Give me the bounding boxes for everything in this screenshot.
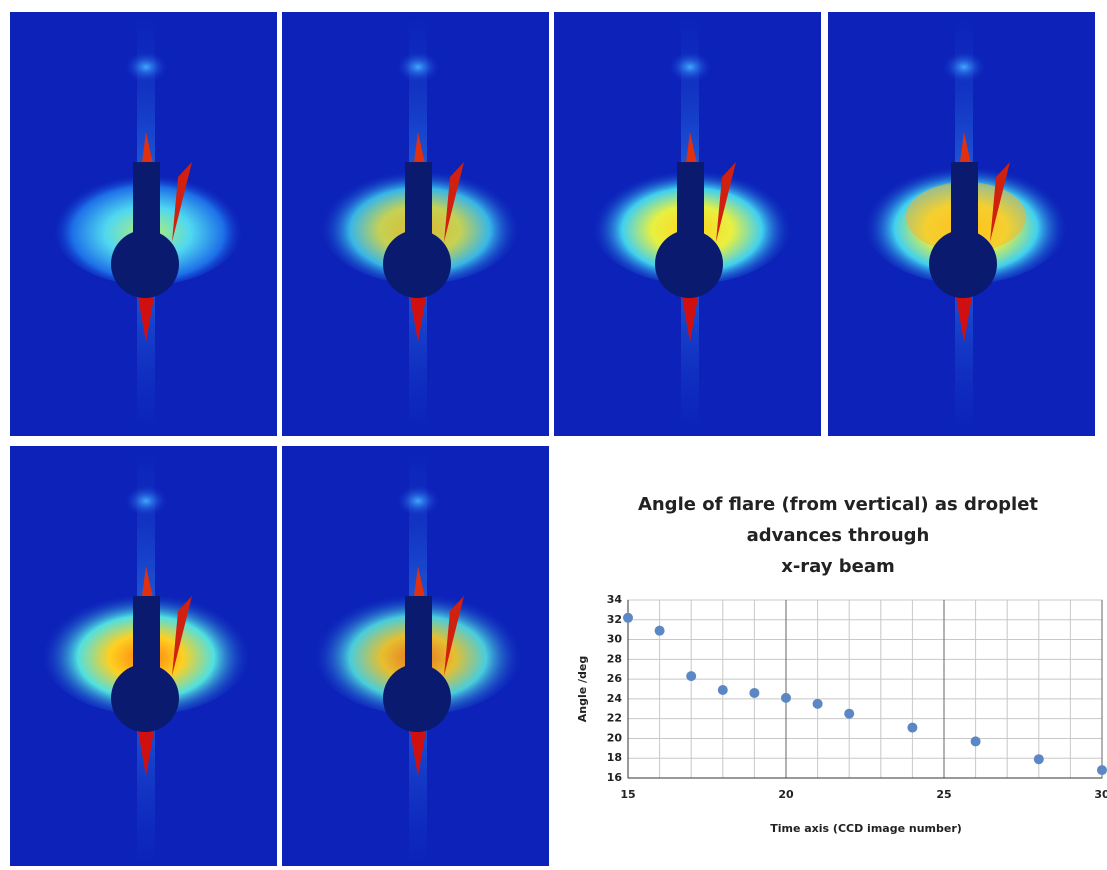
y-axis-label: Angle /deg: [576, 656, 589, 723]
point: [686, 671, 697, 682]
x-tick-label: 15: [620, 788, 635, 801]
diffraction-image: [282, 12, 549, 436]
y-tick-label: 18: [607, 751, 622, 764]
x-tick-label: 25: [936, 788, 951, 801]
point: [654, 625, 665, 636]
diffraction-image: [554, 12, 821, 436]
x-axis-label: Time axis (CCD image number): [770, 822, 962, 835]
y-tick-label: 30: [607, 633, 623, 646]
y-tick-label: 34: [607, 593, 623, 606]
chart-title: Angle of flare (from vertical) as drople…: [638, 494, 1038, 515]
chart-title: advances through: [747, 525, 930, 546]
point: [1033, 754, 1044, 765]
point: [781, 692, 791, 703]
diffraction-image: [828, 12, 1095, 436]
plot-background: [627, 599, 1103, 779]
x-tick-label: 20: [778, 788, 794, 801]
point: [1097, 765, 1107, 776]
diffraction-image: [282, 446, 549, 870]
point: [717, 684, 728, 695]
diffraction-image: [10, 446, 277, 870]
point: [623, 612, 633, 623]
point: [844, 708, 855, 719]
point: [812, 698, 823, 709]
x-tick-label: 30: [1094, 788, 1107, 801]
y-tick-label: 28: [607, 652, 622, 665]
chart-title: x-ray beam: [781, 556, 895, 577]
point: [970, 736, 981, 747]
diffraction-image: [10, 12, 277, 436]
point: [749, 687, 760, 698]
y-tick-label: 20: [607, 731, 623, 744]
y-tick-label: 16: [607, 771, 623, 784]
plot-area: 16 18 20 22 24 26 28 30 32 34 15 20 25 30: [607, 593, 1107, 801]
y-tick-label: 24: [607, 692, 623, 705]
point: [907, 722, 918, 733]
y-tick-label: 32: [607, 613, 622, 626]
y-tick-label: 22: [607, 712, 622, 725]
y-tick-label: 26: [607, 672, 623, 685]
